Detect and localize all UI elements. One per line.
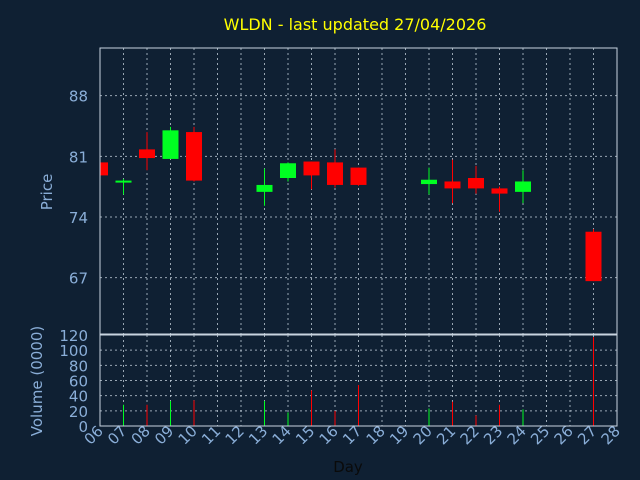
volume-panel-frame [99, 334, 618, 427]
candle-body-07 [115, 180, 132, 183]
volume-tick-label: 0 [78, 418, 88, 436]
candle-body-22 [468, 178, 484, 189]
candle-body-10 [186, 132, 202, 181]
plot-frames [99, 47, 618, 427]
candle-body-06 [100, 162, 108, 176]
volume-tick-label: 20 [69, 403, 88, 421]
volume-tick-label: 40 [69, 388, 88, 406]
candle-body-15 [303, 161, 320, 176]
y-axis-label: Price [38, 174, 56, 211]
price-tick-label: 74 [69, 209, 88, 227]
candle-body-23 [491, 188, 508, 194]
candle-body-21 [444, 181, 461, 189]
candle-body-17 [350, 167, 367, 185]
price-tick-label: 81 [69, 148, 88, 166]
volume-tick-label: 120 [59, 327, 88, 345]
price-tick-label: 67 [69, 270, 88, 288]
x-axis-label: Day [333, 458, 363, 476]
candle-body-14 [280, 163, 296, 178]
volume-tick-label: 80 [69, 357, 88, 375]
candle-body-08 [139, 149, 155, 159]
volume-bars [123, 337, 594, 426]
candle-body-09 [162, 130, 179, 159]
candle-body-24 [515, 181, 531, 192]
price-tick-label: 88 [69, 88, 88, 106]
volume-tick-label: 60 [69, 373, 88, 391]
volume-axis-label: Volume (0000) [28, 326, 46, 436]
candle-body-13 [256, 184, 273, 192]
price-panel-frame [99, 47, 618, 335]
volume-tick-label: 100 [59, 342, 88, 360]
candle-body-20 [421, 179, 437, 185]
candle-body-16 [327, 162, 343, 185]
price-candles [99, 126, 602, 282]
chart-title: WLDN - last updated 27/04/2026 [224, 15, 487, 34]
candle-body-27 [585, 231, 602, 282]
